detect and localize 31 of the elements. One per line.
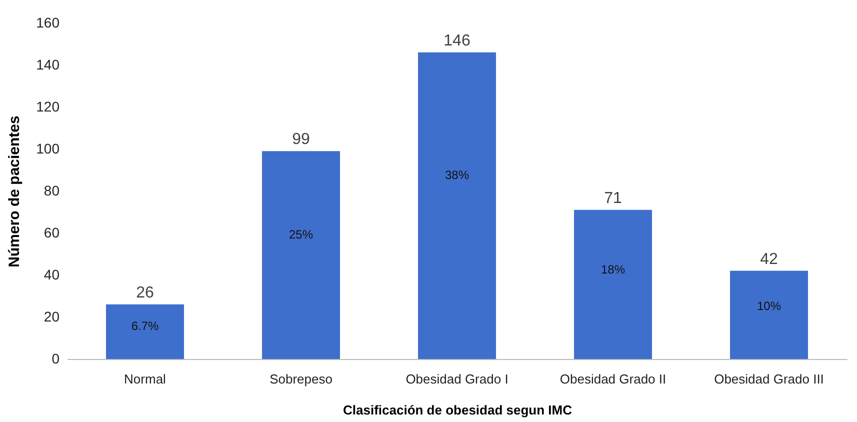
annotation: 10% bbox=[756, 299, 782, 314]
x-tick-label: Obesidad Grado I bbox=[406, 372, 508, 386]
y-tick-label: 160 bbox=[36, 14, 60, 30]
data-label: 146 bbox=[444, 32, 470, 50]
annotation: 6.7% bbox=[131, 319, 159, 334]
data-label: 99 bbox=[292, 131, 310, 148]
y-tick-label: 60 bbox=[44, 224, 60, 240]
data-label: 71 bbox=[604, 190, 622, 207]
x-tick-label: Obesidad Grado II bbox=[560, 372, 666, 386]
bar bbox=[574, 210, 652, 359]
bar bbox=[106, 304, 184, 359]
y-tick-label: 80 bbox=[44, 182, 60, 198]
y-tick-label: 120 bbox=[36, 98, 60, 114]
annotation: 38% bbox=[444, 168, 470, 182]
annotation: 18% bbox=[600, 262, 626, 277]
data-label: 42 bbox=[760, 250, 778, 268]
x-tick-label: Sobrepeso bbox=[270, 372, 332, 386]
data-label: 26 bbox=[136, 284, 154, 302]
y-axis-title: Número de pacientes bbox=[6, 116, 24, 268]
annotation: 25% bbox=[288, 227, 314, 242]
x-axis-title: Clasificación de obesidad segun IMC bbox=[343, 402, 573, 418]
bar bbox=[418, 52, 496, 359]
y-tick-label: 20 bbox=[44, 308, 60, 324]
y-tick-label: 100 bbox=[36, 140, 60, 156]
x-tick-label: Obesidad Grado III bbox=[714, 372, 824, 386]
bar bbox=[730, 270, 808, 359]
y-tick-label: 40 bbox=[44, 266, 60, 282]
x-tick-label: Normal bbox=[124, 372, 166, 386]
bar bbox=[262, 151, 340, 359]
y-tick-label: 140 bbox=[36, 56, 60, 72]
y-tick-label: 0 bbox=[52, 350, 60, 366]
